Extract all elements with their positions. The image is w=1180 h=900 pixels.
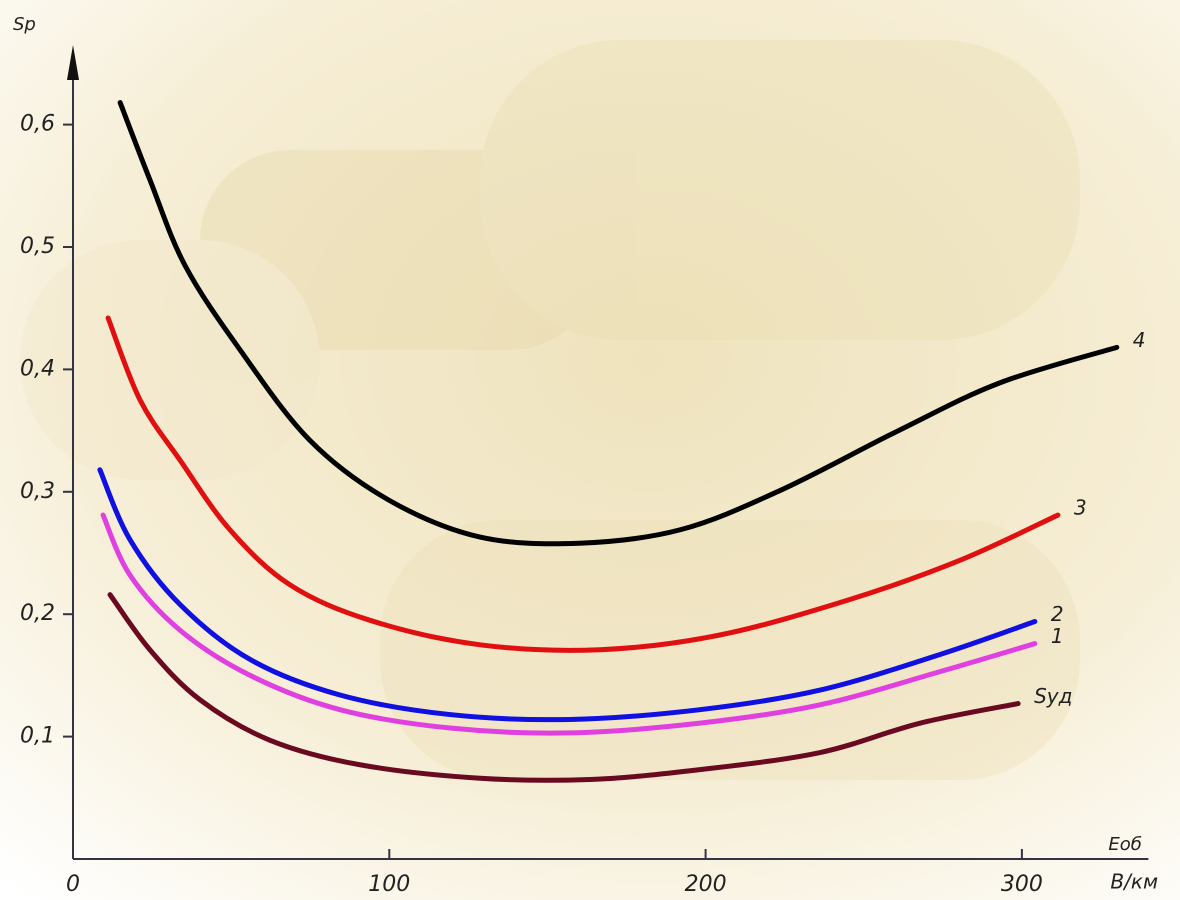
series-label: 3 bbox=[1074, 496, 1087, 520]
x-tick-label: 200 bbox=[685, 872, 727, 897]
x-tick-label: 300 bbox=[1001, 872, 1043, 897]
y-tick-label: 0,3 bbox=[20, 479, 55, 504]
y-tick-label: 0,2 bbox=[20, 601, 55, 626]
y-tick-label: 0,6 bbox=[20, 112, 55, 137]
y-axis-label: Sр bbox=[13, 14, 36, 35]
series-label: 2 bbox=[1051, 602, 1064, 626]
y-tick-label: 0,1 bbox=[20, 724, 55, 749]
y-tick-label: 0,4 bbox=[20, 356, 55, 381]
x-axis-unit: В/км bbox=[1110, 870, 1158, 894]
chart: Sр Eоб В/км 0,1 0,2 0,3 0,4 0,5 0,6 0 100 200 300 4 3 2… bbox=[0, 0, 1180, 900]
y-tick-label: 0,5 bbox=[20, 234, 55, 259]
x-tick-label: 0 bbox=[66, 872, 80, 897]
x-tick-label: 100 bbox=[368, 872, 410, 897]
series-label: Sуд bbox=[1034, 684, 1072, 708]
series-label: 1 bbox=[1051, 624, 1064, 648]
series-label: 4 bbox=[1133, 328, 1146, 352]
x-axis-label: Eоб bbox=[1108, 834, 1142, 855]
